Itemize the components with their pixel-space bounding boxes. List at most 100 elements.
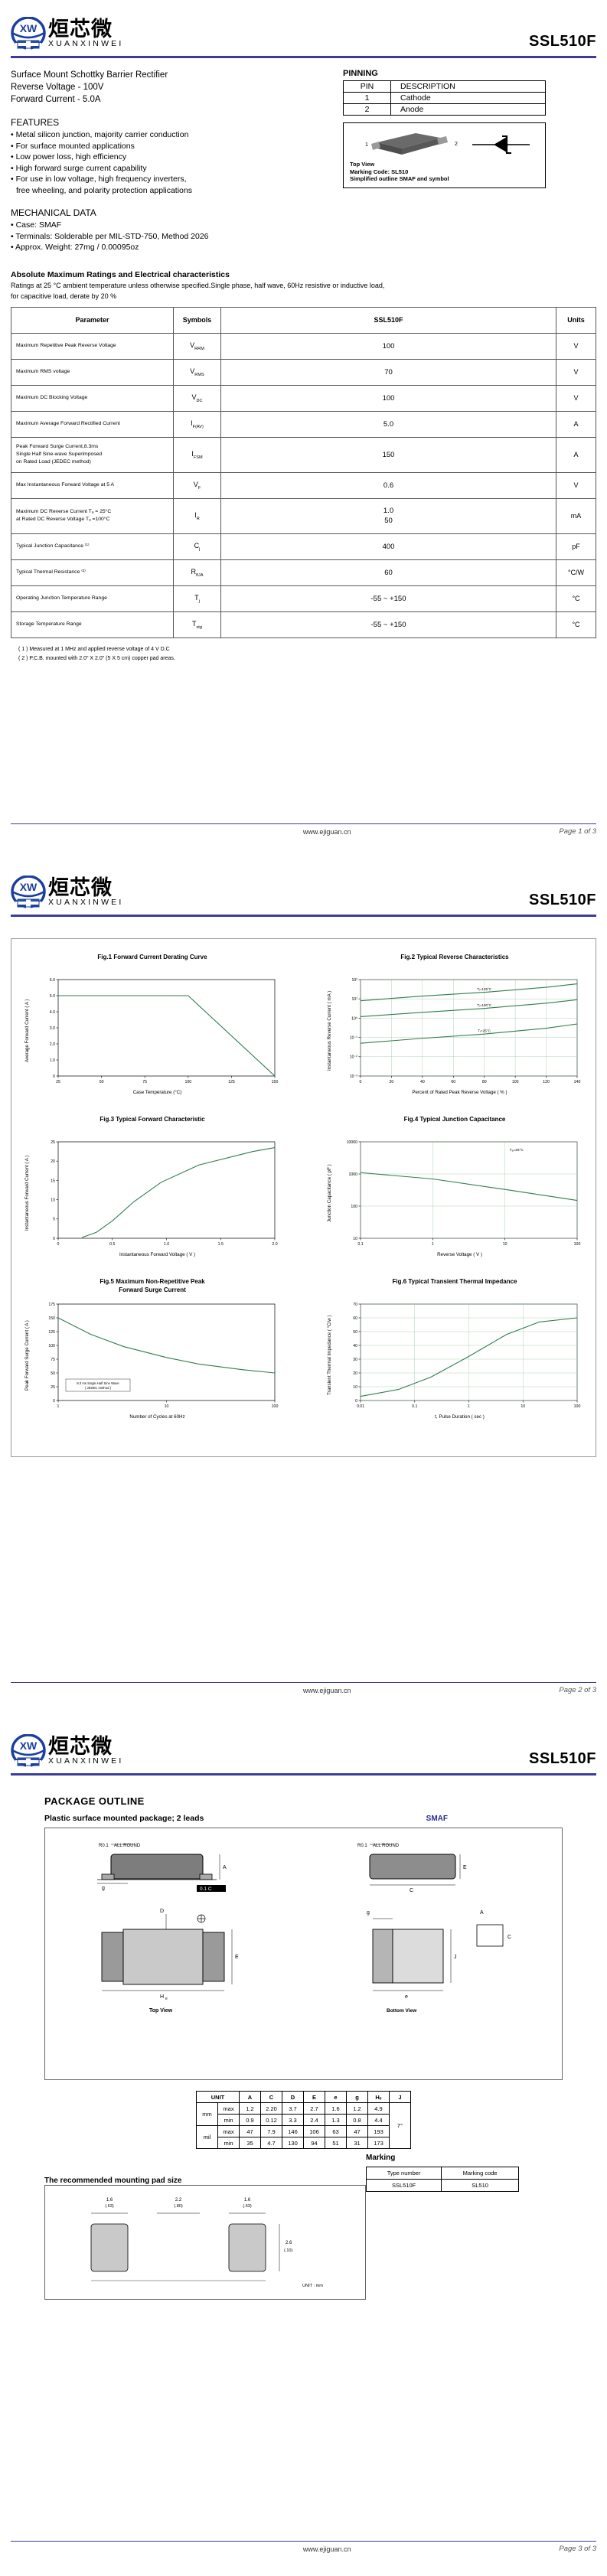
- dim-value-cell: 94: [303, 2137, 325, 2149]
- mounting-pad-heading: The recommended mounting pad size: [44, 2177, 182, 2185]
- chart-xlabel: Reverse Voltage ( V ): [437, 1252, 482, 1257]
- svg-text:25: 25: [51, 1140, 55, 1145]
- svg-text:(.63): (.63): [105, 2204, 113, 2209]
- svg-text:50: 50: [51, 1371, 55, 1376]
- svg-text:100: 100: [48, 1344, 55, 1348]
- parameter-cell: Maximum Average Forward Rectified Curren…: [11, 410, 174, 438]
- outline-note: Simplified outline SMAF and symbol: [350, 175, 449, 182]
- col-parameter: Parameter: [11, 306, 174, 334]
- svg-text:10⁻²: 10⁻²: [350, 1055, 358, 1060]
- footer-website[interactable]: www.ejiguan.cn: [302, 2545, 351, 2553]
- dim-value-cell: 51: [325, 2137, 347, 2149]
- note-item: ( 1 ) Measured at 1 MHz and applied reve…: [18, 646, 170, 652]
- svg-text:5: 5: [53, 1218, 55, 1222]
- svg-text:0: 0: [360, 1080, 362, 1084]
- svg-text:4.0: 4.0: [50, 1010, 55, 1015]
- svg-text:60: 60: [353, 1316, 357, 1321]
- chart-fig6: Fig.6 Typical Transient Thermal Impedanc…: [325, 1277, 585, 1420]
- part-number-title: SSL510F: [529, 1750, 596, 1767]
- svg-text:g: g: [102, 1886, 105, 1891]
- dim-col-A: A: [239, 2091, 261, 2103]
- unit-cell: °C/W: [556, 559, 596, 586]
- svg-text:70: 70: [353, 1303, 357, 1307]
- svg-text:Top View: Top View: [149, 2008, 173, 2014]
- dim-value-cell: 146: [282, 2125, 304, 2137]
- feature-item: • Metal silicon junction, majority carri…: [11, 130, 189, 139]
- svg-text:0: 0: [355, 1399, 357, 1404]
- page-header: XW 烜芯微 XUANXINWEI SSL510F: [11, 0, 596, 52]
- table-row: 2 Anode: [343, 103, 546, 116]
- chart-xlabel: t, Pulse Duration ( sec ): [435, 1414, 485, 1420]
- svg-text:25: 25: [51, 1385, 55, 1390]
- chart-ylabel: Junction Capacitance ( pF ): [327, 1164, 332, 1222]
- marking-heading: Marking: [366, 2154, 396, 2162]
- pin-description: Anode: [390, 103, 546, 116]
- parameter-cell: Maximum DC Reverse Current Tₐ = 25°C at …: [11, 497, 174, 534]
- marking-col-type: Type number: [365, 2167, 442, 2180]
- svg-text:(.63): (.63): [243, 2204, 251, 2209]
- pinning-heading: PINNING: [343, 69, 378, 78]
- svg-text:J: J: [454, 1955, 457, 1960]
- xw-logo-icon: XW: [11, 1733, 46, 1769]
- svg-text:0.5: 0.5: [109, 1242, 115, 1247]
- table-row: Maximum DC Reverse Current Tₐ = 25°C at …: [11, 497, 596, 534]
- svg-text:40: 40: [420, 1080, 425, 1084]
- feature-item: • For surface mounted applications: [11, 141, 135, 151]
- dim-value-cell: 1.2: [239, 2102, 261, 2115]
- svg-text:0.01: 0.01: [357, 1404, 364, 1409]
- svg-text:25: 25: [56, 1080, 60, 1084]
- xw-logo-icon: XW: [11, 875, 46, 911]
- svg-text:Tₐ=25°C: Tₐ=25°C: [510, 1148, 524, 1153]
- page-number: Page 2 of 3: [559, 1686, 596, 1694]
- company-name-en: XUANXINWEI: [48, 898, 124, 908]
- footer-website[interactable]: www.ejiguan.cn: [302, 827, 351, 836]
- svg-text:10: 10: [353, 1237, 357, 1241]
- svg-text:e: e: [405, 1994, 408, 2000]
- parameter-cell: Typical Junction Capacitance ⁽¹⁾: [11, 533, 174, 560]
- svg-text:2.0: 2.0: [50, 1042, 55, 1047]
- svg-text:ALL ROUND: ALL ROUND: [373, 1844, 400, 1848]
- xw-logo-icon: XW: [11, 16, 46, 52]
- chart-xlabel: Number of Cycles at 60Hz: [129, 1414, 185, 1420]
- dim-value-cell: 4.9: [367, 2102, 390, 2115]
- value-cell: 70: [220, 358, 556, 386]
- symbol-cell: Tj: [173, 585, 221, 612]
- svg-text:30: 30: [353, 1358, 357, 1362]
- value-cell: 150: [220, 436, 556, 473]
- svg-text:50: 50: [100, 1080, 104, 1084]
- svg-text:60: 60: [451, 1080, 455, 1084]
- dim-value-cell: 173: [367, 2137, 390, 2149]
- dim-minmax-cell: min: [217, 2114, 240, 2126]
- chart-fig2: Fig.2 Typical Reverse Characteristics In…: [325, 953, 585, 1095]
- package-outline-heading: PACKAGE OUTLINE: [44, 1795, 145, 1807]
- feature-item: • High forward surge current capability: [11, 163, 147, 173]
- dim-value-cell: 106: [303, 2125, 325, 2137]
- svg-text:0: 0: [57, 1242, 60, 1247]
- svg-text:6.0: 6.0: [50, 978, 55, 983]
- chart-ylabel: Transient Thermal Impedance ( °C/w ): [327, 1315, 332, 1396]
- dimension-table: UNIT A C D E e g Hₑ J mm max 1.2 2.20 3.7 2.7…: [196, 2091, 411, 2149]
- dim-angle-cell: 7°: [389, 2102, 411, 2149]
- svg-text:R0.1: R0.1: [357, 1844, 367, 1848]
- value-cell: 100: [220, 384, 556, 412]
- mechanical-item: • Terminals: Solderable per MIL-STD-750,…: [11, 231, 209, 241]
- dim-value-cell: 1.2: [346, 2102, 368, 2115]
- table-row: Storage Temperature Range Tstg -55 ~ +150 °…: [11, 611, 596, 638]
- product-desc-line3: Forward Current - 5.0A: [11, 95, 101, 104]
- chart-title: Fig.6 Typical Transient Thermal Impedanc…: [392, 1278, 517, 1285]
- footer-website[interactable]: www.ejiguan.cn: [302, 1686, 351, 1694]
- page-footer: www.ejiguan.cn Page 2 of 3: [11, 1681, 596, 1694]
- dim-value-cell: 130: [282, 2137, 304, 2149]
- chart-ylabel: Peak Forward Surge Current ( A ): [24, 1320, 30, 1391]
- package-subtitle: Plastic surface mounted package; 2 leads: [44, 1814, 204, 1823]
- feature-item-continuation: free wheeling, and polarity protection a…: [16, 185, 192, 195]
- value-cell: 400: [220, 533, 556, 560]
- chart-ylabel: Instantaneous Reverse Current ( mA ): [327, 990, 332, 1071]
- footer-divider: [11, 823, 596, 824]
- mechanical-item: • Case: SMAF: [11, 220, 62, 230]
- svg-text:175: 175: [48, 1303, 55, 1307]
- parameter-cell: Storage Temperature Range: [11, 611, 174, 638]
- ratings-heading: Absolute Maximum Ratings and Electrical …: [11, 269, 230, 279]
- unit-cell: A: [556, 436, 596, 473]
- package-outline-drawing: ALL ROUND R0.1 A g 0.1 C ALL ROUND R0.1: [44, 1828, 563, 2080]
